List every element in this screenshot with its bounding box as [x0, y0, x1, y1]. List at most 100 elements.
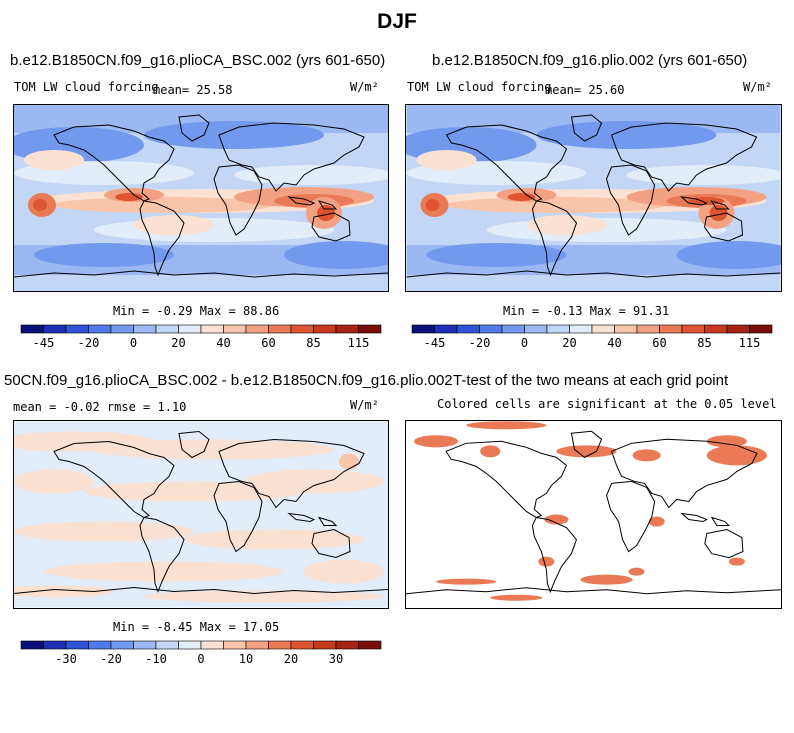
significant-cell — [490, 594, 543, 601]
field-contour — [426, 243, 567, 267]
colorbar-swatch — [155, 324, 179, 334]
coastline — [570, 114, 603, 142]
significant-cell — [466, 421, 547, 430]
colorbar-swatch — [20, 640, 44, 650]
colorbar-tick-label: 85 — [306, 336, 320, 350]
colorbar-tick-label: 0 — [521, 336, 528, 350]
colorbar-swatch — [358, 640, 382, 650]
panel3-stats: mean = -0.02 rmse = 1.10 — [13, 400, 187, 414]
colorbar-tick-label: 10 — [239, 652, 253, 666]
colorbar-swatch — [726, 324, 750, 334]
significant-cell — [728, 557, 745, 566]
coastline — [531, 200, 578, 277]
coastline — [704, 529, 744, 559]
field-contour — [676, 241, 781, 269]
colorbar-tick-label: -10 — [145, 652, 167, 666]
colorbar-swatch — [681, 324, 705, 334]
panel1-colorbar: -45 -20 0 20 40 60 85 115 — [20, 324, 382, 355]
field-contour — [44, 561, 284, 582]
coastline — [610, 438, 758, 509]
colorbar-tick-label: -30 — [55, 652, 77, 666]
panel2-map — [405, 104, 782, 292]
field-contour — [184, 529, 364, 550]
colorbar-swatch — [223, 640, 247, 650]
panel1-variable: TOM LW cloud forcing — [14, 80, 159, 94]
colorbar-swatch — [479, 324, 503, 334]
panel2-variable: TOM LW cloud forcing — [407, 80, 552, 94]
colorbar-swatch — [614, 324, 638, 334]
field-contour — [84, 481, 304, 502]
colorbar-swatch — [358, 324, 382, 334]
significant-cell — [538, 556, 555, 567]
colorbar-swatch — [546, 324, 570, 334]
coastline — [710, 516, 731, 527]
field-contour — [486, 218, 727, 242]
colorbar-swatch — [200, 324, 224, 334]
colorbar-tick-label: 85 — [697, 336, 711, 350]
panel2-units: W/m² — [743, 80, 772, 94]
coastline — [680, 512, 709, 523]
coastline — [311, 212, 351, 242]
colorbar-swatch — [20, 324, 44, 334]
panel3-title: 50CN.f09_g16.plioCA_BSC.002 - b.e12.B185… — [4, 372, 453, 389]
coastline — [53, 440, 175, 519]
panel4-title: T-test of the two means at each grid poi… — [453, 372, 729, 389]
colorbar-swatch — [456, 324, 480, 334]
panel1-minmax: Min = -0.29 Max = 88.86 — [113, 304, 280, 318]
colorbar-swatch — [133, 324, 157, 334]
colorbar-tick-label: -45 — [424, 336, 446, 350]
colorbar-tick-label: -20 — [469, 336, 491, 350]
field-contour — [446, 197, 667, 213]
coastline — [14, 586, 388, 595]
field-contour — [234, 165, 388, 185]
panel1-units: W/m² — [350, 80, 379, 94]
panel3-minmax: Min = -8.45 Max = 17.05 — [113, 620, 280, 634]
coastline — [570, 430, 603, 458]
field-contour — [536, 121, 717, 149]
panel4-note: Colored cells are significant at the 0.0… — [437, 397, 777, 411]
coastline — [213, 480, 263, 553]
significant-cell — [648, 516, 665, 527]
colorbar-swatch — [290, 324, 314, 334]
significant-cell — [632, 449, 661, 462]
coastline — [531, 516, 578, 594]
significant-cell — [414, 435, 459, 448]
colorbar-swatch — [43, 324, 67, 334]
colorbar-swatch — [636, 324, 660, 334]
coastline — [679, 196, 708, 206]
colorbar-tick-label: 20 — [562, 336, 576, 350]
colorbar-swatch — [110, 324, 134, 334]
colorbar-tick-label: -45 — [33, 336, 55, 350]
coastline — [317, 516, 338, 526]
colorbar-swatch — [591, 324, 615, 334]
panel1-title: b.e12.B1850CN.f09_g16.plioCA_BSC.002 (yr… — [10, 52, 386, 69]
colorbar-swatch — [501, 324, 525, 334]
colorbar-swatch — [245, 324, 269, 334]
coastline — [610, 122, 758, 192]
colorbar-swatch — [335, 324, 359, 334]
colorbar-tick-label: -20 — [100, 652, 122, 666]
colorbar-swatch — [88, 324, 112, 334]
field-contour — [144, 590, 384, 603]
colorbar-swatch — [313, 324, 337, 334]
coastline — [605, 164, 656, 236]
coastline — [317, 200, 338, 210]
colorbar-swatch — [133, 640, 157, 650]
significant-cell — [628, 567, 645, 576]
field-contour — [507, 193, 536, 201]
panel3-map — [13, 420, 389, 609]
colorbar-tick-label: 60 — [261, 336, 275, 350]
field-contour — [54, 197, 274, 213]
field-contour — [416, 150, 477, 170]
coastline — [606, 480, 656, 553]
colorbar-tick-label: 20 — [284, 652, 298, 666]
significant-cell — [580, 574, 633, 585]
field-contour — [244, 469, 384, 494]
colorbar-swatch — [704, 324, 728, 334]
coastline — [218, 122, 365, 192]
colorbar-swatch — [411, 324, 435, 334]
colorbar-tick-label: 115 — [348, 336, 370, 350]
colorbar-tick-label: 60 — [652, 336, 666, 350]
field-contour — [134, 215, 214, 235]
coastline — [218, 438, 365, 509]
